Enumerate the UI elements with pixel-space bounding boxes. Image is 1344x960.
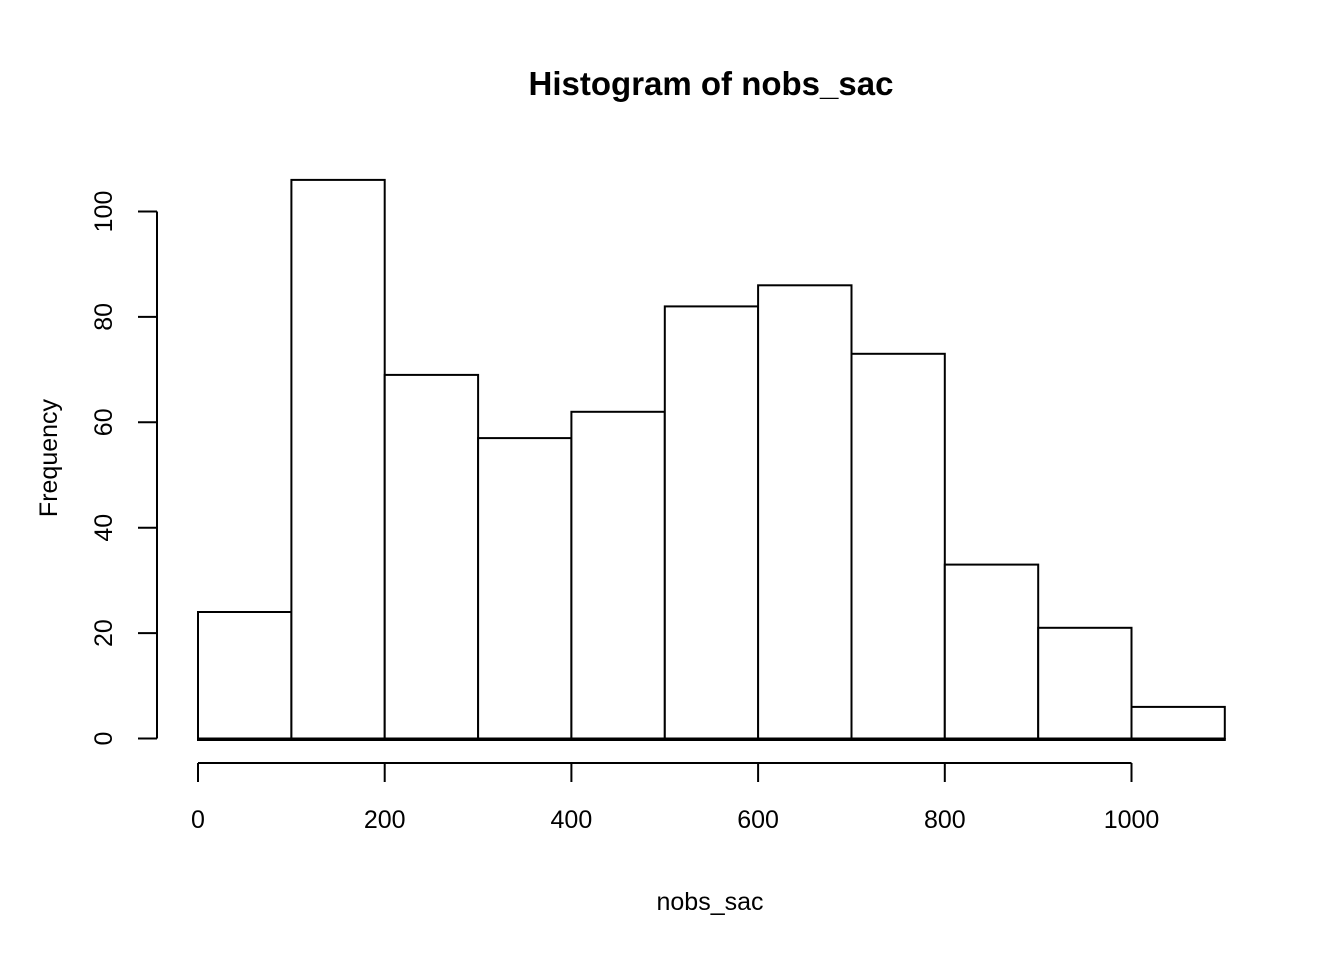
- x-tick-label: 0: [191, 806, 205, 834]
- bars-group: [197, 178, 1226, 741]
- histogram-bar: [663, 305, 760, 740]
- histogram-bar: [570, 410, 666, 740]
- histogram-bar: [943, 563, 1040, 740]
- y-tick-label: 0: [90, 732, 118, 746]
- y-tick-label: 40: [90, 514, 118, 542]
- histogram-bar: [1130, 705, 1226, 740]
- x-tick-label: 200: [364, 806, 406, 834]
- x-tick-label: 600: [737, 806, 779, 834]
- x-tick-label: 800: [924, 806, 966, 834]
- x-axis-label: nobs_sac: [656, 888, 763, 916]
- chart-title: Histogram of nobs_sac: [529, 65, 894, 102]
- x-tick-label: 400: [551, 806, 593, 834]
- y-tick-label: 100: [90, 191, 118, 233]
- axes-group: [138, 210, 1133, 782]
- histogram-bar: [477, 437, 573, 740]
- histogram-bar: [850, 352, 946, 740]
- histogram-bar: [383, 373, 480, 740]
- y-tick-label: 20: [90, 619, 118, 647]
- y-axis-label: Frequency: [35, 398, 63, 517]
- x-tick-label: 1000: [1104, 806, 1160, 834]
- histogram-bar: [757, 284, 853, 740]
- y-tick-label: 60: [90, 408, 118, 436]
- histogram-bar: [1037, 626, 1133, 740]
- histogram-bar: [290, 178, 386, 740]
- y-tick-label: 80: [90, 303, 118, 331]
- histogram-bar: [197, 611, 293, 740]
